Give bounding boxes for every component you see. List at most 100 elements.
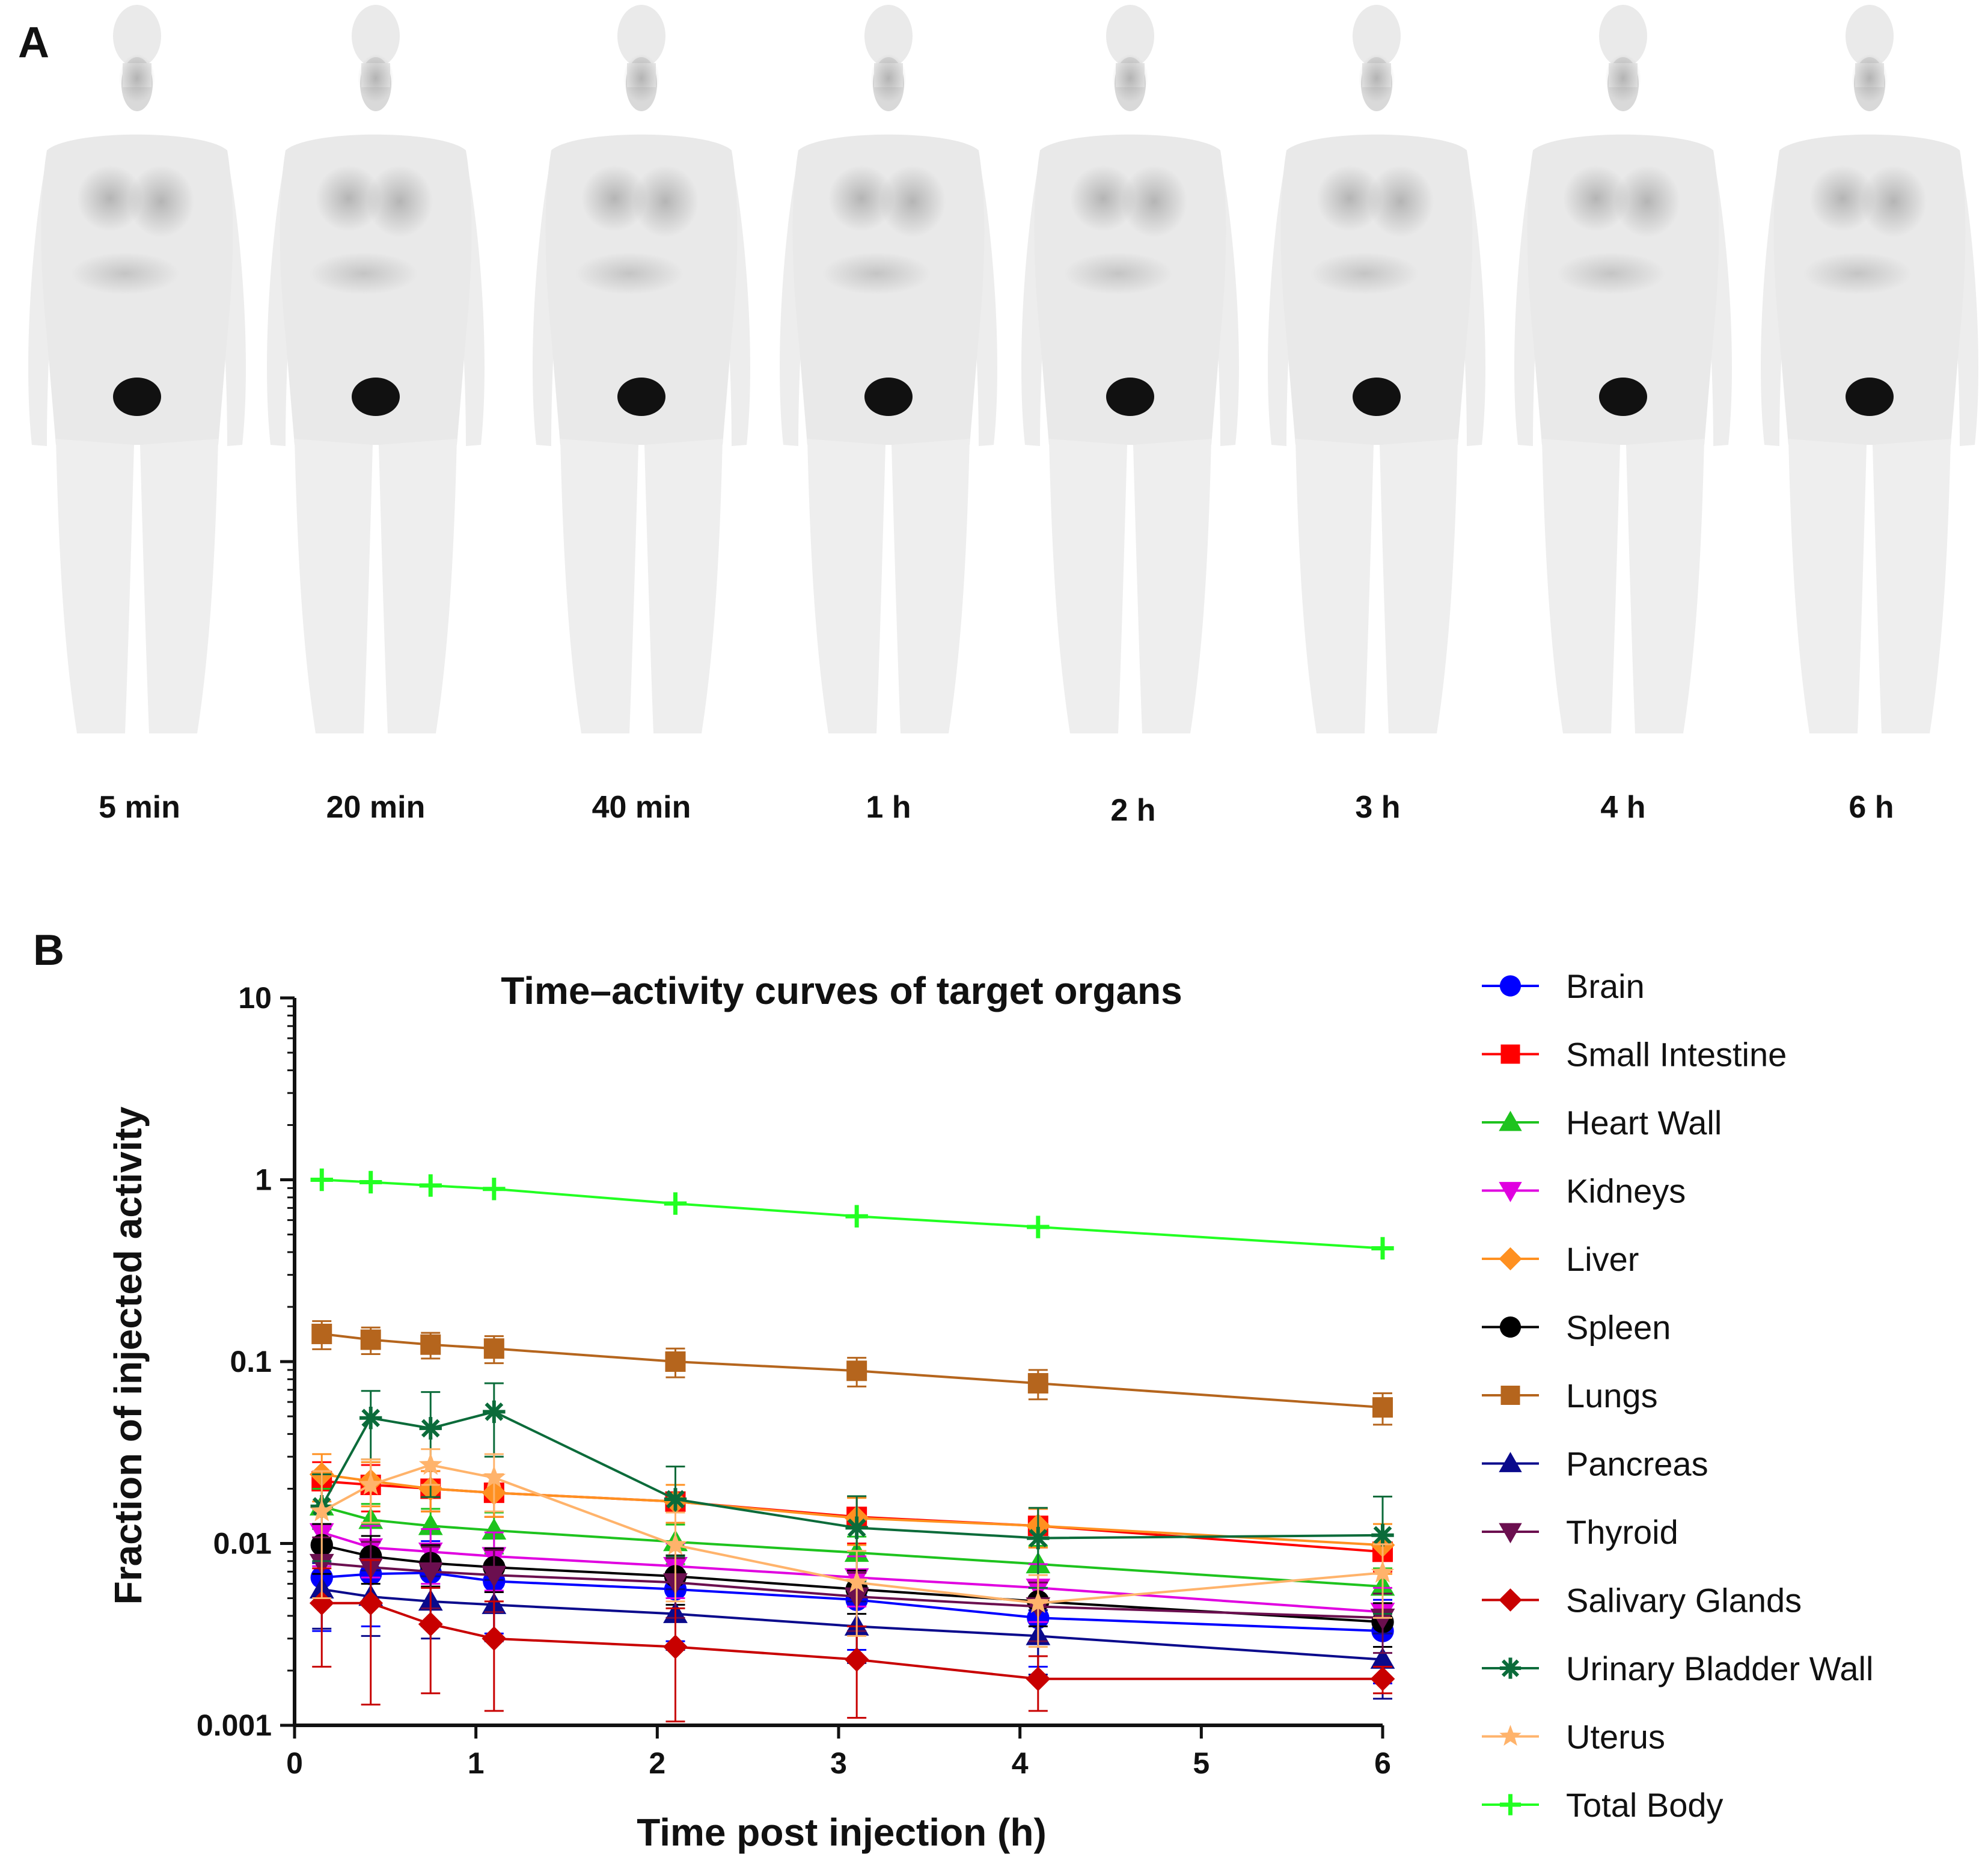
data-point: [664, 1488, 687, 1511]
data-point: [483, 1400, 506, 1424]
x-axis-title: Time post injection (h): [637, 1811, 1047, 1854]
data-point: [665, 1351, 686, 1372]
data-point: [1027, 1216, 1050, 1238]
data-point-shape: [309, 1591, 334, 1616]
legend-item-spleen: Spleen: [1482, 1309, 1671, 1347]
series-line: [322, 1562, 1383, 1620]
data-point-shape: [666, 1490, 685, 1509]
scan-image-6: [1268, 5, 1485, 733]
data-point: [1027, 1373, 1048, 1394]
legend-label: Pancreas: [1566, 1445, 1708, 1483]
data-point: [418, 1612, 443, 1637]
scan-image-3: [533, 5, 750, 733]
data-point: [360, 1329, 381, 1350]
data-point: [358, 1591, 384, 1616]
data-point: [482, 1518, 507, 1540]
data-point: [359, 1407, 382, 1430]
legend-label: Urinary Bladder Wall: [1566, 1650, 1873, 1687]
data-point-shape: [482, 1518, 507, 1540]
legend-marker: [1499, 1725, 1522, 1746]
scan-label-3h: 3 h: [1355, 790, 1400, 825]
legend: Brain Small Intestine Heart Wall Kidneys Liv…: [1482, 967, 1873, 1824]
data-point: [482, 1465, 506, 1488]
legend-marker: [1499, 1247, 1522, 1271]
legend-marker-shape: [1499, 1110, 1522, 1131]
legend-item-thyroid: Thyroid: [1482, 1513, 1678, 1551]
legend-marker: [1500, 1044, 1520, 1064]
plot-area: 0 1 2 3 4 5 6 0.001 0.01 0.1 1 10: [197, 981, 1395, 1780]
x-tick-label: 3: [830, 1746, 847, 1780]
legend-item-total-body: Total Body: [1482, 1786, 1723, 1824]
scan-label-1h: 1 h: [866, 790, 911, 825]
data-point: [1027, 1526, 1050, 1550]
legend-marker-shape: [1499, 1523, 1522, 1544]
data-point: [483, 1178, 506, 1201]
y-axis-title: Fraction of injected activity: [106, 1106, 150, 1604]
legend-label: Small Intestine: [1566, 1036, 1787, 1074]
scan-label-20min: 20 min: [326, 790, 426, 825]
legend-label: Brain: [1566, 967, 1645, 1005]
data-point: [482, 1565, 507, 1588]
data-point-shape: [482, 1626, 507, 1651]
legend-label: Total Body: [1566, 1786, 1723, 1824]
legend-marker-shape: [1500, 1386, 1520, 1405]
scan-image-2: [267, 5, 485, 733]
x-tick-label: 4: [1012, 1746, 1029, 1780]
data-point-shape: [665, 1351, 686, 1372]
legend-marker: [1499, 1452, 1522, 1472]
legend-item-urinary-bladder-wall: Urinary Bladder Wall: [1482, 1650, 1873, 1687]
data-point: [310, 1499, 334, 1522]
data-point-shape: [664, 1532, 687, 1555]
y-tick-label: 0.001: [197, 1708, 272, 1742]
series-total-body: [310, 1168, 1394, 1260]
data-point: [1371, 1524, 1394, 1547]
legend-label: Uterus: [1566, 1718, 1665, 1756]
data-point: [482, 1626, 507, 1651]
legend-label: Heart Wall: [1566, 1104, 1722, 1142]
legend-marker-shape: [1499, 1725, 1522, 1746]
data-point-shape: [1029, 1529, 1048, 1547]
legend-item-uterus: Uterus: [1482, 1718, 1665, 1756]
scan-image-7: [1514, 5, 1732, 733]
legend-marker-shape: [1499, 1316, 1522, 1338]
data-point-shape: [361, 1409, 381, 1428]
legend-marker: [1499, 1110, 1522, 1131]
data-point-shape: [846, 1360, 867, 1381]
data-point: [1371, 1560, 1395, 1583]
chart-title: Time–activity curves of target organs: [501, 969, 1182, 1012]
series-line: [322, 1588, 1383, 1661]
data-point: [418, 1452, 442, 1475]
data-point-shape: [310, 1499, 334, 1522]
data-point: [1026, 1666, 1051, 1692]
y-tick-label: 1: [255, 1163, 272, 1197]
legend-label: Kidneys: [1566, 1172, 1686, 1210]
legend-item-liver: Liver: [1482, 1240, 1639, 1278]
data-point-shape: [485, 1402, 504, 1421]
data-point: [419, 1174, 442, 1197]
legend-item-brain: Brain: [1482, 967, 1645, 1005]
y-tick-label: 10: [238, 981, 272, 1015]
series-uterus: [310, 1448, 1395, 1648]
data-point: [664, 1192, 687, 1215]
data-point: [1370, 1666, 1395, 1692]
legend-marker-shape: [1499, 1182, 1522, 1202]
legend-marker: [1499, 1588, 1522, 1612]
data-point-shape: [421, 1419, 440, 1438]
legend-item-pancreas: Pancreas: [1482, 1445, 1708, 1483]
scan-label-6h: 6 h: [1849, 790, 1894, 825]
data-point: [845, 1205, 868, 1228]
data-point: [311, 1323, 332, 1344]
data-point: [309, 1591, 334, 1616]
data-point: [1370, 1647, 1395, 1669]
legend-marker: [1499, 975, 1522, 997]
data-point-shape: [1026, 1666, 1051, 1692]
scan-image-4: [780, 5, 997, 733]
data-point: [1372, 1397, 1393, 1418]
panel-b-label: B: [33, 926, 64, 974]
data-point: [419, 1417, 442, 1440]
data-point: [845, 1570, 869, 1592]
data-point-shape: [663, 1635, 688, 1659]
scan-image-1: [28, 5, 246, 733]
series-line: [322, 1178, 1383, 1250]
